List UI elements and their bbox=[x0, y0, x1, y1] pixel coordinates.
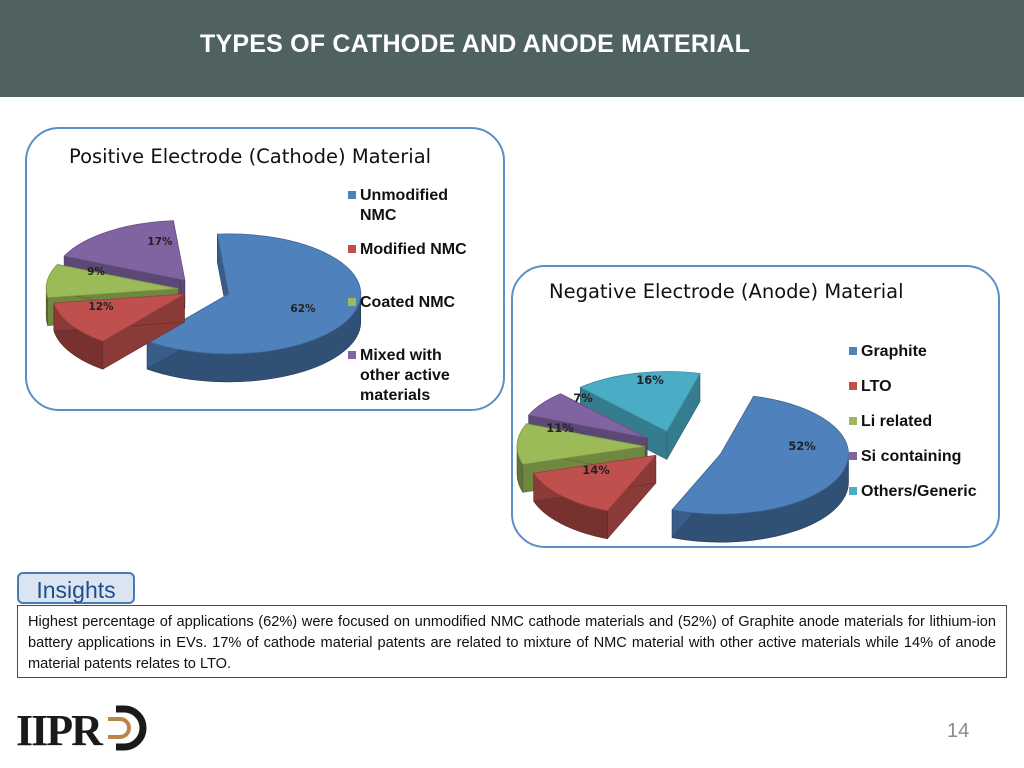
legend-label-1: LTO bbox=[861, 378, 892, 395]
iiprd-logo: IIPR bbox=[16, 705, 147, 751]
pie-slice-top-4 bbox=[579, 371, 701, 433]
pie-data-label-0: 52% bbox=[788, 439, 816, 453]
legend-label-3: Mixed with other active materials bbox=[360, 347, 450, 404]
cathode-chart-title: Positive Electrode (Cathode) Material bbox=[69, 145, 432, 168]
legend-label-2: Li related bbox=[861, 413, 933, 430]
legend-label-0: Graphite bbox=[861, 343, 927, 360]
pie-data-label-2: 9% bbox=[87, 266, 105, 278]
pie-data-label-3: 17% bbox=[147, 236, 173, 248]
page-title: TYPES OF CATHODE AND ANODE MATERIAL bbox=[200, 30, 751, 58]
pie-slice-top-1 bbox=[533, 454, 657, 512]
pie-data-label-1: 14% bbox=[582, 463, 610, 477]
pie-data-label-0: 62% bbox=[290, 303, 316, 315]
pie-slice-top-3 bbox=[63, 220, 186, 281]
pie-slice-top-2 bbox=[45, 264, 179, 299]
anode-chart-title: Negative Electrode (Anode) Material bbox=[549, 280, 904, 303]
insights-text: Highest percentage of applications (62%)… bbox=[17, 605, 1007, 678]
legend-label-3: Si containing bbox=[861, 448, 962, 465]
legend-swatch-3 bbox=[849, 452, 857, 460]
legend-swatch-0 bbox=[348, 191, 356, 199]
legend-swatch-4 bbox=[849, 487, 857, 495]
legend-label-1: Modified NMC bbox=[360, 241, 467, 258]
legend-swatch-2 bbox=[849, 417, 857, 425]
pie-slice-0 bbox=[671, 395, 849, 543]
legend-swatch-1 bbox=[849, 382, 857, 390]
legend-swatch-0 bbox=[849, 347, 857, 355]
pie-slice-top-2 bbox=[516, 423, 646, 465]
legend-label-4: Others/Generic bbox=[861, 483, 977, 500]
page-number: 14 bbox=[947, 720, 970, 742]
pie-slice-0 bbox=[146, 233, 362, 383]
pie-slice-1 bbox=[53, 293, 185, 370]
legend-swatch-1 bbox=[348, 245, 356, 253]
pie-data-label-1: 12% bbox=[88, 301, 114, 313]
pie-slice-top-0 bbox=[146, 233, 362, 355]
pie-slice-top-1 bbox=[53, 293, 185, 342]
svg-text:IIPR: IIPR bbox=[16, 706, 104, 751]
legend-swatch-2 bbox=[348, 298, 356, 306]
pie-data-label-2: 11% bbox=[546, 421, 574, 435]
legend-label-0: Unmodified NMC bbox=[360, 187, 448, 224]
pie-slice-top-3 bbox=[527, 393, 648, 439]
pie-slice-top-0 bbox=[671, 395, 849, 515]
insights-tab: Insights bbox=[17, 572, 135, 604]
legend-swatch-3 bbox=[348, 351, 356, 359]
pie-slice-1 bbox=[533, 454, 657, 540]
header-bar: TYPES OF CATHODE AND ANODE MATERIAL bbox=[0, 0, 1024, 97]
legend-label-2: Coated NMC bbox=[360, 294, 456, 311]
pie-data-label-4: 16% bbox=[636, 373, 664, 387]
pie-data-label-3: 7% bbox=[573, 391, 593, 405]
